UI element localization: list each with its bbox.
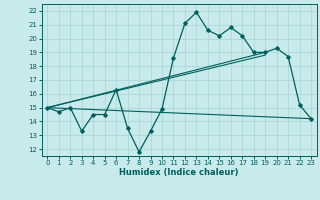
- X-axis label: Humidex (Indice chaleur): Humidex (Indice chaleur): [119, 168, 239, 177]
